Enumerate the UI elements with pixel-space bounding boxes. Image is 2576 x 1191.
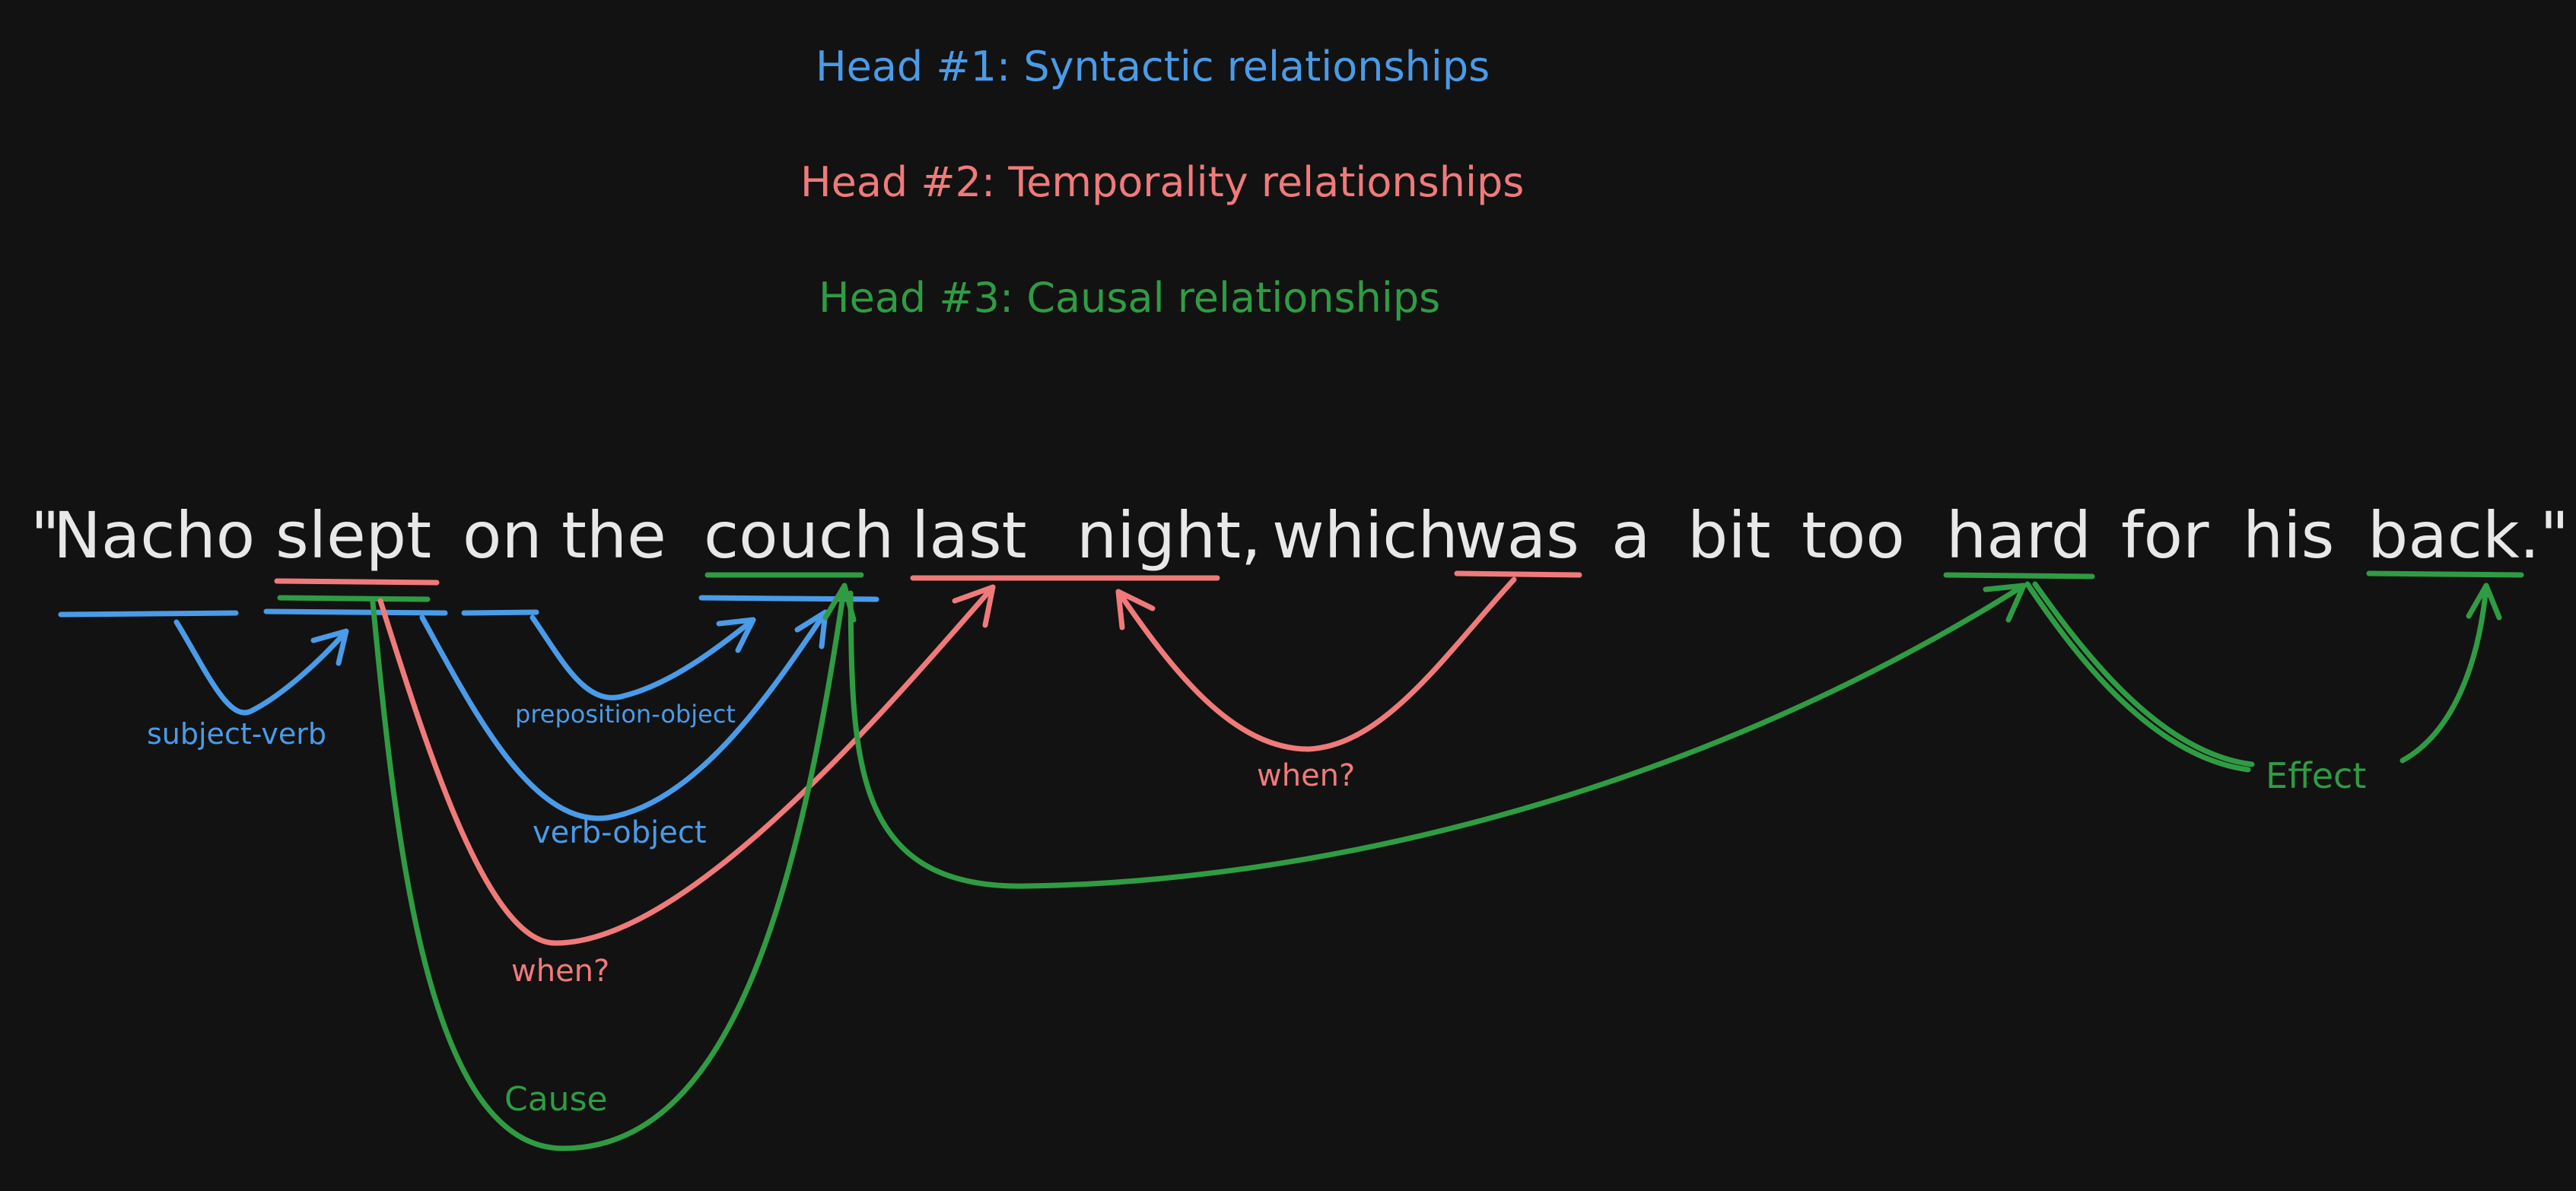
word-couch: couch (704, 498, 894, 573)
temporality-underlines (274, 570, 1582, 586)
arc-effect (2032, 581, 2255, 767)
word-slept: slept (275, 498, 431, 573)
arc-preposition-object (530, 615, 756, 700)
temporality-arcs (377, 576, 1517, 946)
causal-arcs (370, 581, 2502, 1151)
word-back: back." (2368, 498, 2569, 573)
arc-couch-hard (848, 583, 2027, 889)
syntactic-underlines (58, 595, 879, 618)
word-last: last (911, 498, 1027, 573)
label-preposition-object: preposition-object (515, 700, 736, 729)
label-when-1: when? (511, 954, 609, 989)
arc-when-1 (377, 584, 996, 946)
head2-title: Head #2: Temporality relationships (800, 158, 1524, 206)
label-when-2: when? (1257, 758, 1355, 793)
label-subject-verb: subject-verb (147, 717, 326, 751)
word-the: the (561, 498, 666, 573)
head3-title: Head #3: Causal relationships (819, 274, 1440, 322)
word-a: a (1611, 498, 1650, 573)
arc-cause (370, 583, 848, 1151)
causal-underlines (277, 570, 2524, 602)
quote-open: " (30, 498, 60, 573)
relation-labels: subject-verb preposition-object verb-obj… (147, 700, 2366, 1119)
word-which: which (1272, 498, 1458, 573)
label-effect: Effect (2266, 755, 2366, 796)
head1-title: Head #1: Syntactic relationships (816, 43, 1490, 91)
arc-when-2 (1115, 576, 1517, 752)
word-hard: hard (1946, 498, 2091, 573)
word-too: too (1802, 498, 1905, 573)
word-bit: bit (1687, 498, 1771, 573)
word-on: on (463, 498, 542, 573)
word-for: for (2121, 498, 2209, 573)
word-was: was (1455, 498, 1579, 573)
word-nacho: Nacho (53, 498, 255, 573)
sentence: " Nacho slept on the couch last night, w… (30, 498, 2569, 573)
arc-subject-verb (173, 619, 349, 716)
word-his: his (2243, 498, 2334, 573)
label-cause: Cause (504, 1080, 608, 1119)
arc-verb-object (419, 609, 828, 821)
label-verb-object: verb-object (533, 815, 707, 850)
word-night: night, (1077, 498, 1261, 573)
